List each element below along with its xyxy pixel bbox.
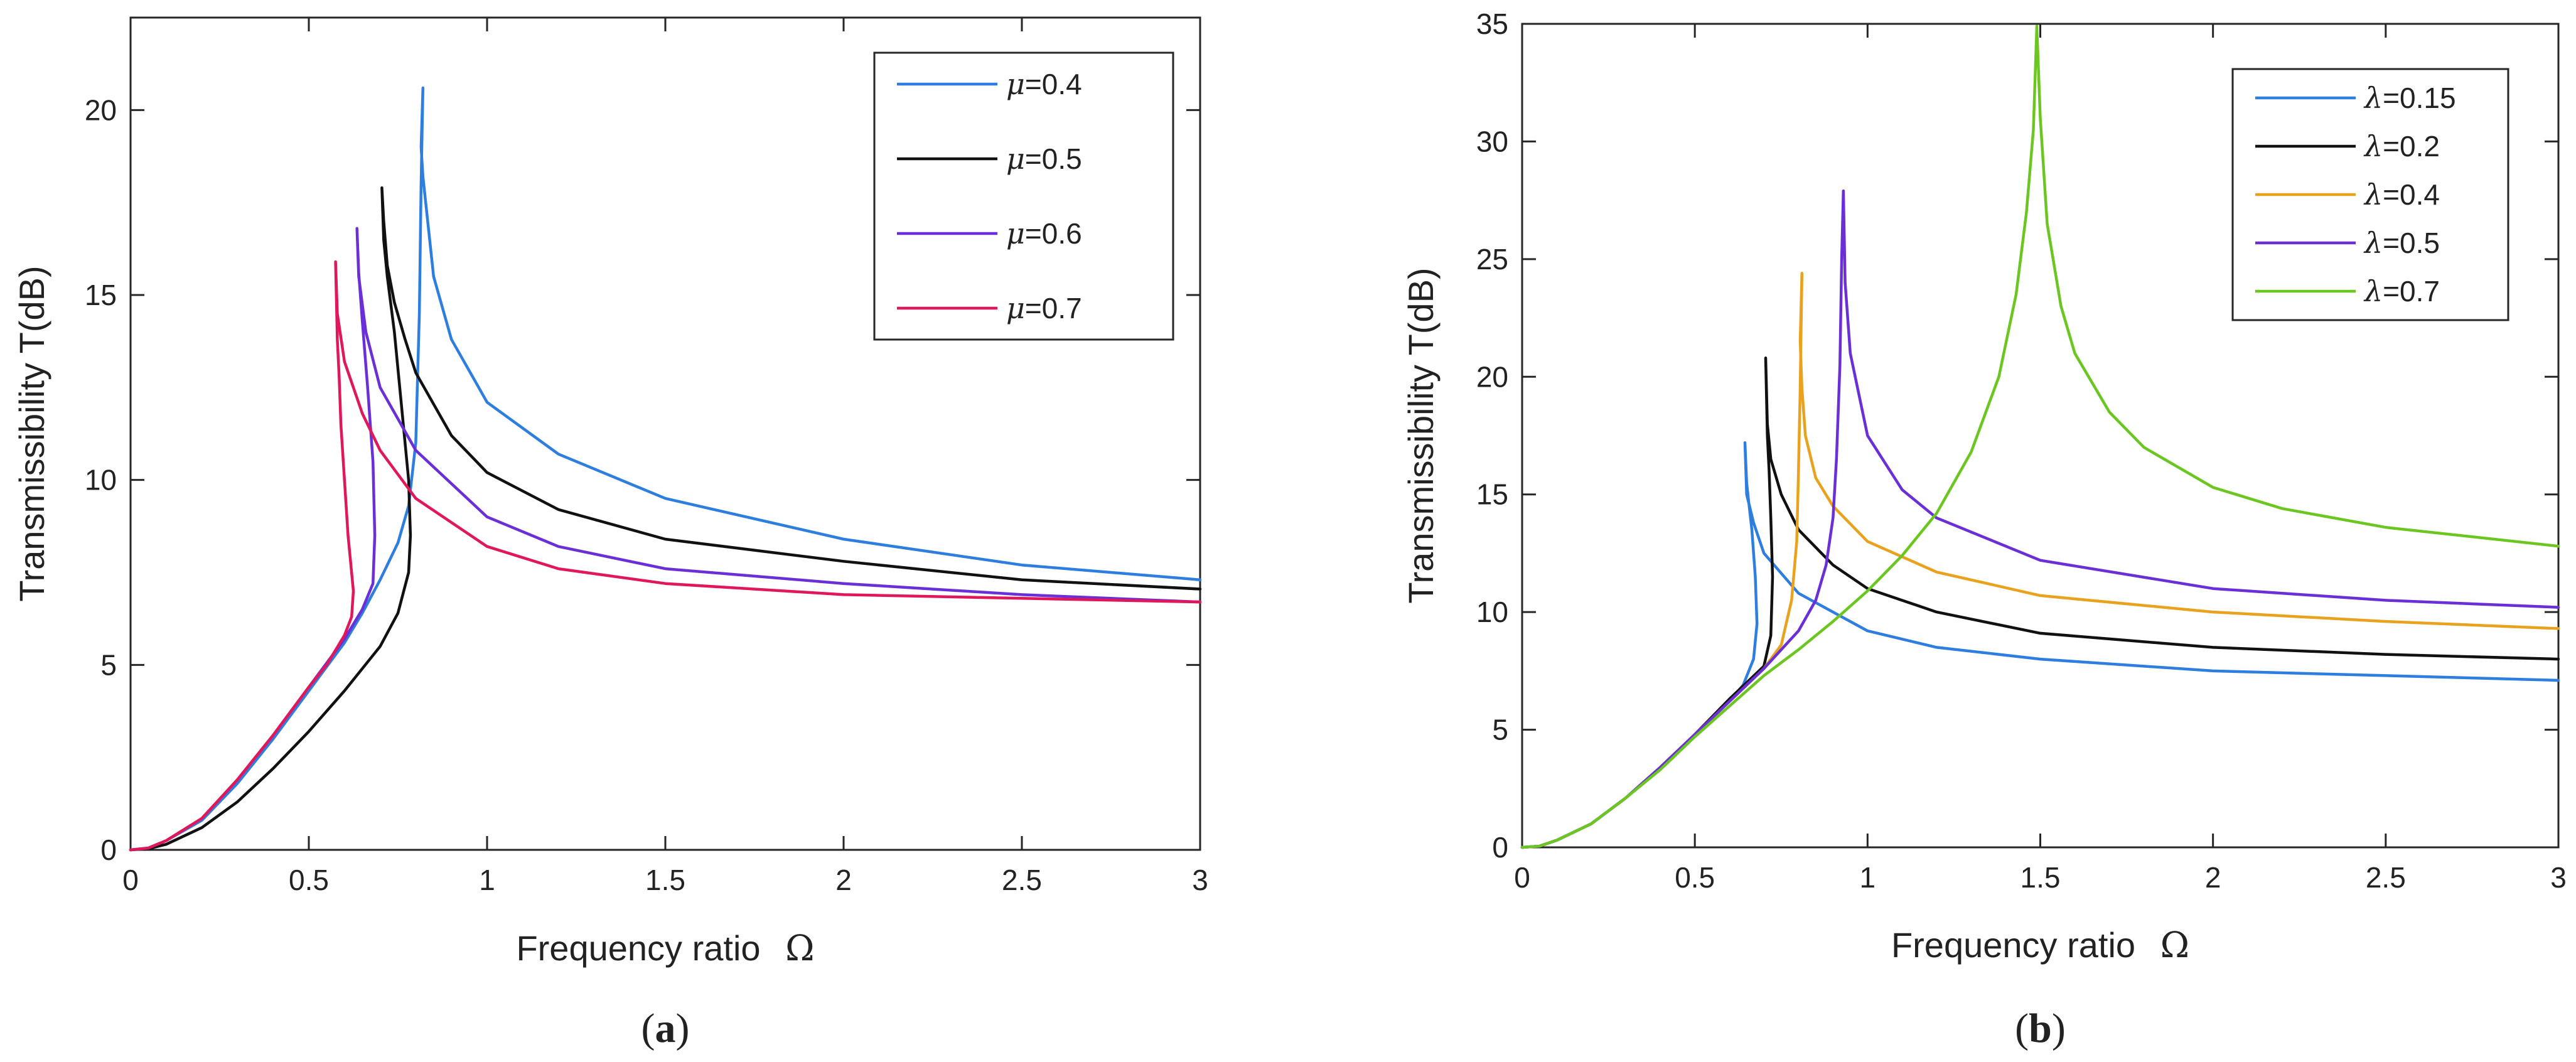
x-tick-label: 3 [1192,864,1208,896]
legend-symbol: μ [1006,217,1025,250]
y-tick-label: 25 [1476,243,1508,276]
x-axis-title-space [776,928,786,968]
legend-symbol: λ [2363,129,2383,163]
series-line-4 [129,260,1202,852]
omega-symbol: Ω [785,928,814,969]
y-tick-label: 15 [85,279,117,311]
x-axis-title-text: Frequency ratio [1891,925,2135,965]
panel-label: (b) [2015,1006,2066,1051]
x-axis-title: Frequency ratio Ω [1891,925,2189,966]
y-tick-label: 15 [1476,478,1508,511]
legend-value: =0.5 [1025,142,1082,175]
panel-label-close: ) [2052,1006,2066,1051]
y-tick-label: 20 [1476,360,1508,393]
chart-panel-a: 0 0.5 1 1.5 2 2.5 3 0 5 10 15 20 Frequency ratio Ω Tr… [12,16,1208,1051]
legend-entry-label: μ=0.6 [1006,217,1082,250]
x-tick-label: 1.5 [2021,861,2061,894]
y-tick-label: 0 [1492,831,1508,864]
x-tick-label: 1.5 [645,864,685,896]
legend-entry-label: μ=0.4 [1006,67,1082,101]
panel-label: (a) [641,1006,690,1051]
panel-label-close: ) [676,1006,690,1051]
legend-symbol: λ [2363,274,2383,308]
legend-entry-label: λ=0.7 [2363,274,2440,308]
legend-entry-label: λ=0.15 [2363,81,2456,115]
y-tick-label: 20 [85,94,117,126]
y-tick-label: 30 [1476,125,1508,158]
legend: μ=0.4μ=0.5μ=0.6μ=0.7 [873,51,1174,341]
y-tick-label: 10 [85,464,117,496]
panel-label-letter: b [2029,1006,2052,1051]
x-tick-label: 2 [835,864,852,896]
x-tick-label: 2 [2205,861,2221,894]
legend-symbol: μ [1006,142,1025,176]
omega-symbol: Ω [2160,925,2189,966]
legend-symbol: λ [2363,178,2383,212]
legend-value: =0.6 [1025,217,1082,250]
x-tick-label: 1 [479,864,495,896]
y-tick-label: 35 [1476,8,1508,40]
x-axis-title-space [2150,925,2160,965]
y-tick-label: 5 [100,648,117,681]
y-tick-label: 10 [1476,596,1508,628]
y-tick-label: 5 [1492,714,1508,746]
x-tick-label: 2.5 [1002,864,1042,896]
x-tick-label: 0.5 [1675,861,1715,894]
y-axis-title: Transmissibility T(dB) [1401,267,1441,603]
legend-entry-label: μ=0.5 [1006,142,1082,176]
x-tick-label: 0.5 [289,864,329,896]
x-tick-label: 0 [1514,861,1530,894]
series-line-2 [129,186,1202,852]
x-tick-label: 1 [1860,861,1876,894]
legend-value: =0.7 [2383,275,2440,308]
legend-value: =0.5 [2383,227,2440,259]
legend: λ=0.15λ=0.2λ=0.4λ=0.5λ=0.7 [2231,68,2509,321]
legend-value: =0.15 [2383,82,2455,114]
x-tick-label: 3 [2550,861,2567,894]
legend-value: =0.2 [2383,130,2440,163]
legend-symbol: μ [1006,67,1025,101]
legend-symbol: λ [2363,81,2383,115]
x-axis-title: Frequency ratio Ω [516,928,814,969]
y-tick-label: 0 [100,834,117,866]
panel-label-open: ( [641,1006,655,1051]
legend-entry-label: μ=0.7 [1006,291,1082,325]
x-axis-title-text: Frequency ratio [516,928,760,968]
y-axis-title: Transmissibility T(dB) [12,266,51,601]
legend-entry-label: λ=0.2 [2363,129,2440,163]
legend-value: =0.7 [1025,292,1082,324]
legend-entry-label: λ=0.4 [2363,178,2440,212]
legend-symbol: λ [2363,226,2383,260]
legend-value: =0.4 [1025,68,1082,100]
panel-label-open: ( [2015,1006,2029,1051]
x-tick-label: 0 [122,864,139,896]
x-tick-label: 2.5 [2366,861,2406,894]
legend-symbol: μ [1006,291,1025,325]
legend-value: =0.4 [2383,178,2440,211]
legend-box [873,51,1174,341]
series-line-5 [1520,24,2560,849]
legend-entry-label: λ=0.5 [2363,226,2440,260]
panel-label-letter: a [655,1006,676,1051]
